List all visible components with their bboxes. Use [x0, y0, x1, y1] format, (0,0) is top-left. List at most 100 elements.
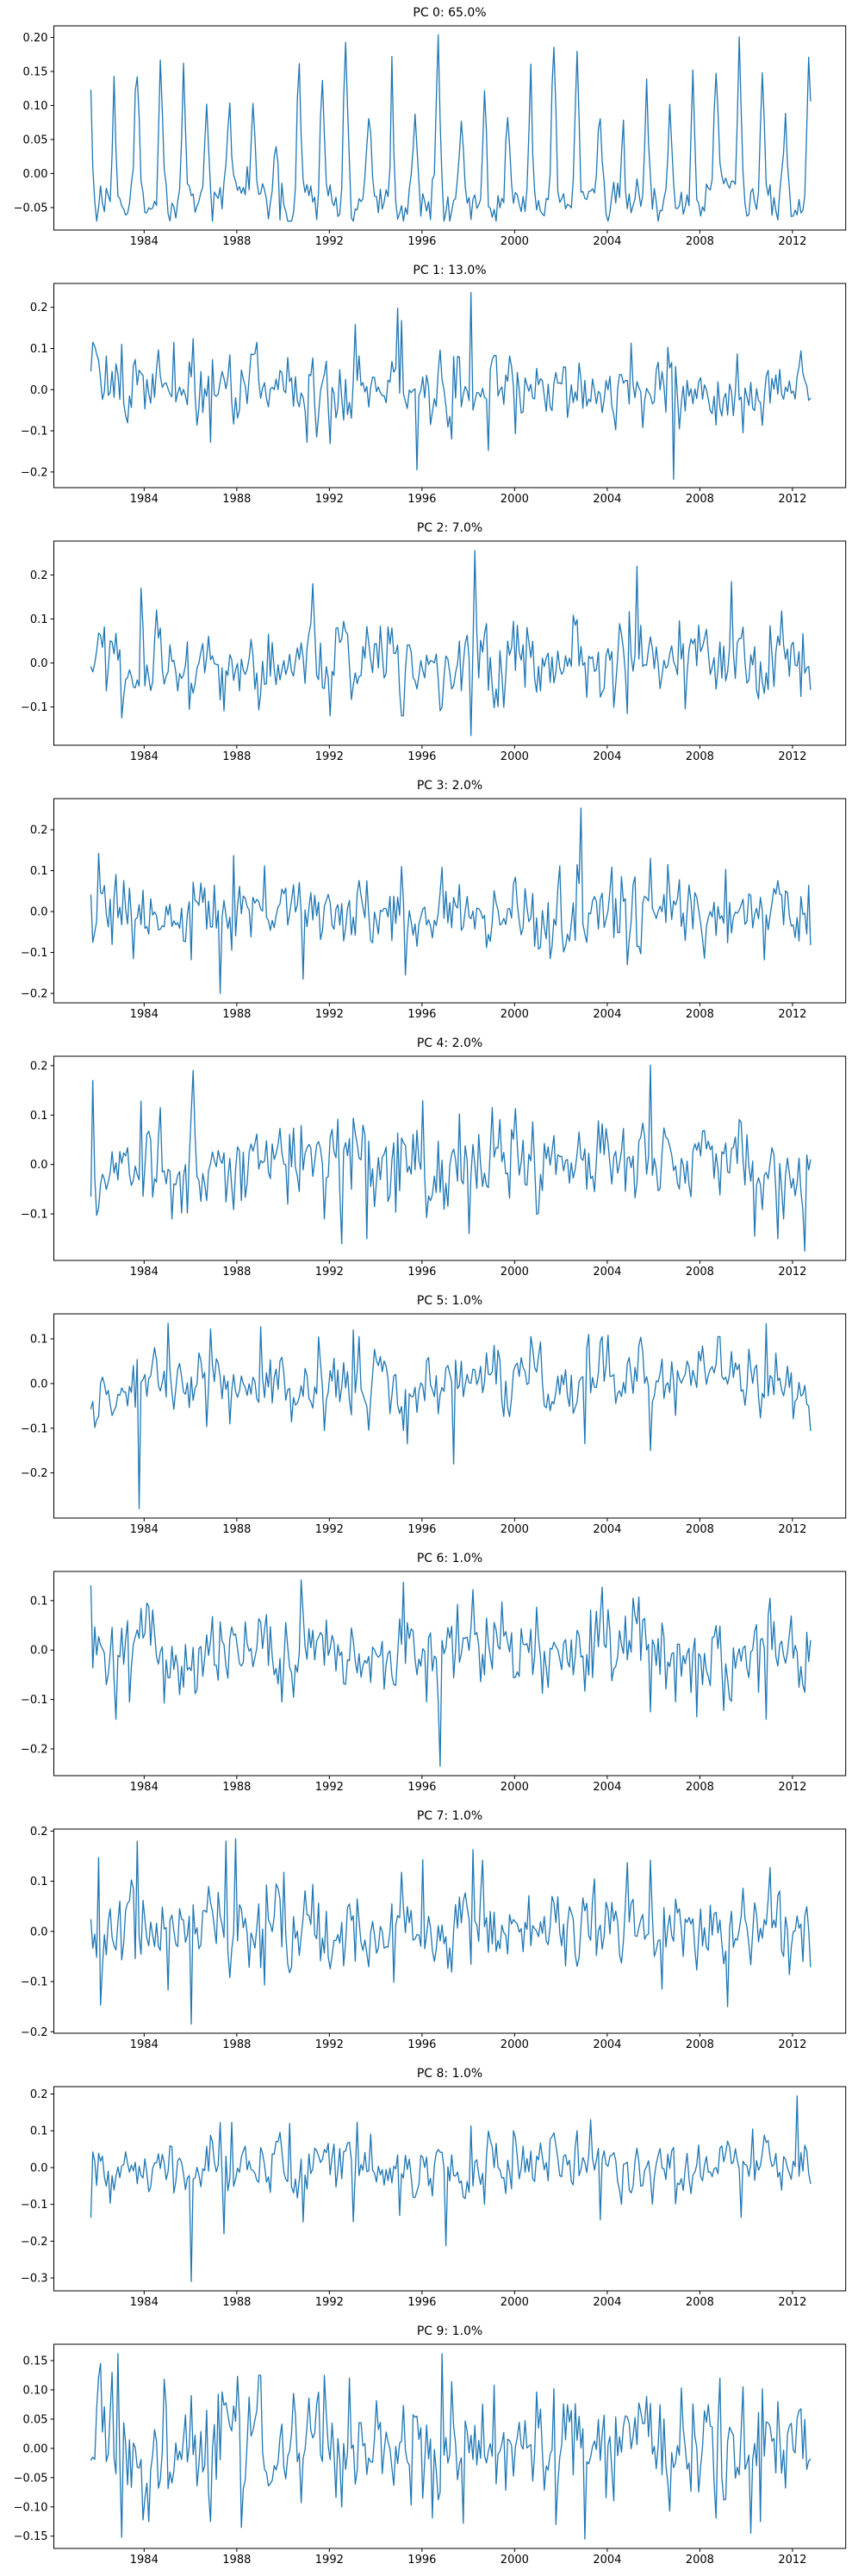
- pc6-plot-canvas: PC 6: 1.0% 1984 1988 1992 1996 2000 2004 2008 2…: [21, 1552, 847, 1794]
- y-tick-label: 0.10: [23, 2384, 48, 2397]
- y-tick-label: 0.2: [30, 1060, 48, 1073]
- timeseries-line: [90, 1322, 812, 1509]
- y-tick-label: −0.3: [21, 2273, 48, 2286]
- pc3-series-line: [90, 807, 812, 994]
- pc0-series-line: [90, 34, 812, 222]
- pc7-plot-canvas: PC 7: 1.0% 1984 1988 1992 1996 2000 2004 2008 2…: [21, 1809, 847, 2051]
- y-tick-label: 0.2: [30, 2088, 48, 2101]
- x-tick-label: 1992: [315, 1008, 344, 1021]
- x-tick-label: 2000: [501, 2554, 529, 2567]
- x-tick-label: 2012: [778, 2296, 806, 2309]
- x-tick-label: 1988: [222, 493, 251, 506]
- pc7-series-line: [90, 1838, 812, 2025]
- y-tick-label: −0.1: [21, 701, 48, 714]
- timeseries-line: [90, 1064, 812, 1252]
- x-tick-label: 2004: [593, 235, 621, 248]
- y-tick-label: 0.1: [30, 1110, 48, 1123]
- y-tick-label: 0.20: [23, 32, 48, 45]
- x-tick-label: 1996: [407, 2038, 436, 2051]
- y-tick-label: 0.1: [30, 1334, 48, 1347]
- x-tick-label: 2004: [593, 493, 621, 506]
- pc3-plot-canvas: PC 3: 2.0% 1984 1988 1992 1996 2000 2004 2008 2…: [21, 779, 847, 1021]
- y-tick-label: 0.1: [30, 343, 48, 356]
- y-tick-label: −0.1: [21, 1976, 48, 1989]
- x-tick-label: 2012: [778, 1266, 806, 1279]
- pc6-series-line: [90, 1579, 812, 1767]
- subplot-pc1: PC 1: 13.0% 1984 1988 1992 1996 2000 2004 2008…: [0, 258, 852, 515]
- x-tick-label: 1988: [222, 1781, 251, 1794]
- pc5-plot-canvas: PC 5: 1.0% 1984 1988 1992 1996 2000 2004 2008 2…: [21, 1294, 847, 1536]
- x-tick-label: 2000: [501, 235, 529, 248]
- pc2-plot-canvas: PC 2: 7.0% 1984 1988 1992 1996 2000 2004 2008 2…: [21, 521, 847, 763]
- axes-frame: [53, 1571, 847, 1776]
- x-tick-label: 1992: [315, 2554, 344, 2567]
- y-tick-label: −0.2: [21, 1744, 48, 1757]
- x-tick-label: 2012: [778, 493, 806, 506]
- timeseries-line: [90, 550, 812, 737]
- x-tick-label: 2012: [778, 1523, 806, 1536]
- y-tick-label: −0.10: [14, 2501, 48, 2514]
- subplot-pc3: PC 3: 2.0% 1984 1988 1992 1996 2000 2004 2008 2…: [0, 773, 852, 1030]
- pc0-axes: 1984 1988 1992 1996 2000 2004 2008 2012 0.20 0.15…: [14, 25, 847, 248]
- y-tick-label: −0.1: [21, 426, 48, 439]
- x-tick-label: 2004: [593, 1781, 621, 1794]
- y-tick-label: 0.0: [30, 1645, 48, 1658]
- y-tick-label: 0.1: [30, 2125, 48, 2138]
- x-tick-label: 2004: [593, 2038, 621, 2051]
- x-tick-label: 1988: [222, 235, 251, 248]
- pc8-title: PC 8: 1.0%: [417, 2067, 482, 2081]
- x-tick-label: 2000: [501, 2296, 529, 2309]
- x-tick-label: 2012: [778, 235, 806, 248]
- x-tick-label: 1988: [222, 2554, 251, 2567]
- x-tick-label: 1992: [315, 2038, 344, 2051]
- x-tick-label: 1988: [222, 2038, 251, 2051]
- y-tick-label: 0.0: [30, 2162, 48, 2175]
- x-tick-label: 1984: [130, 1781, 159, 1794]
- x-tick-label: 1984: [130, 1266, 159, 1279]
- y-tick-label: 0.10: [23, 100, 48, 113]
- pc4-axes: 1984 1988 1992 1996 2000 2004 2008 2012 0.2 0.1 0.…: [21, 1055, 847, 1279]
- axes-frame: [53, 540, 847, 746]
- pc1-axes: 1984 1988 1992 1996 2000 2004 2008 2012 0.2 0.1 0.…: [21, 283, 847, 506]
- y-tick-label: 0.2: [30, 824, 48, 837]
- x-tick-label: 2008: [686, 1523, 714, 1536]
- subplot-pc6: PC 6: 1.0% 1984 1988 1992 1996 2000 2004 2008 2…: [0, 1546, 852, 1803]
- x-tick-label: 2000: [501, 750, 529, 763]
- x-tick-label: 2012: [778, 2554, 806, 2567]
- pc3-title: PC 3: 2.0%: [417, 779, 482, 793]
- x-tick-label: 1996: [407, 750, 436, 763]
- y-tick-label: 0.1: [30, 865, 48, 878]
- subplot-pc9: PC 9: 1.0% 1984 1988 1992 1996 2000 2004 2008 2…: [0, 2318, 852, 2576]
- y-tick-label: 0.0: [30, 906, 48, 919]
- y-tick-label: 0.15: [23, 2355, 48, 2368]
- x-tick-label: 2008: [686, 2038, 714, 2051]
- timeseries-line: [90, 2353, 812, 2540]
- y-tick-label: 0.0: [30, 384, 48, 397]
- x-tick-label: 2012: [778, 1008, 806, 1021]
- y-tick-label: −0.2: [21, 466, 48, 479]
- x-tick-label: 1996: [407, 1523, 436, 1536]
- x-tick-label: 2000: [501, 2038, 529, 2051]
- x-tick-label: 2000: [501, 1781, 529, 1794]
- timeseries-line: [90, 291, 812, 481]
- axes-frame: [53, 798, 847, 1004]
- x-tick-label: 1992: [315, 1266, 344, 1279]
- pc0-plot-canvas: PC 0: 65.0% 1984 1988 1992 1996 2000 2004 2008…: [14, 6, 847, 248]
- pc5-title: PC 5: 1.0%: [417, 1294, 482, 1308]
- x-tick-label: 2000: [501, 1008, 529, 1021]
- x-tick-label: 2008: [686, 2296, 714, 2309]
- y-tick-label: −0.1: [21, 1694, 48, 1707]
- timeseries-line: [90, 1838, 812, 2025]
- y-tick-label: −0.1: [21, 1422, 48, 1435]
- y-tick-label: 0.0: [30, 1926, 48, 1938]
- pc2-title: PC 2: 7.0%: [417, 521, 482, 535]
- y-tick-label: 0.0: [30, 1159, 48, 1172]
- x-tick-label: 2008: [686, 1781, 714, 1794]
- y-tick-label: 0.15: [23, 65, 48, 78]
- x-tick-label: 1988: [222, 750, 251, 763]
- y-tick-label: 0.00: [23, 2442, 48, 2455]
- x-tick-label: 2004: [593, 2554, 621, 2567]
- x-tick-label: 2004: [593, 2296, 621, 2309]
- x-tick-label: 1984: [130, 2296, 159, 2309]
